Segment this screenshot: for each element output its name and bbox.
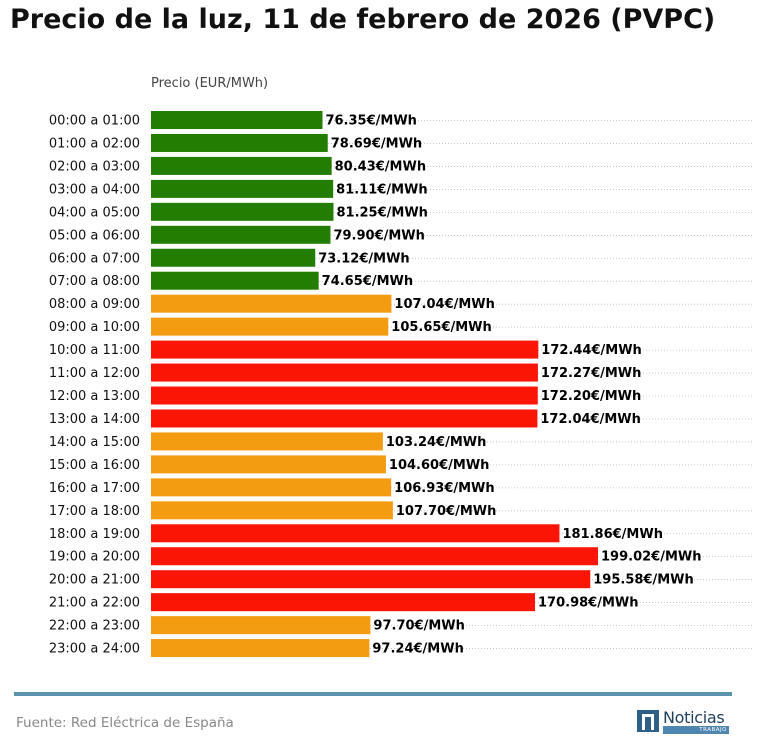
bar <box>151 156 332 175</box>
data-label: 104.60€/MWh <box>389 458 490 473</box>
bar <box>151 317 389 336</box>
bar <box>151 593 536 612</box>
category-label: 17:00 a 18:00 <box>49 504 140 519</box>
category-label: 09:00 a 10:00 <box>49 320 140 335</box>
bar <box>151 340 539 359</box>
bar <box>151 225 331 244</box>
logo-subtitle: TRABAJO <box>663 726 729 734</box>
category-label: 20:00 a 21:00 <box>49 573 140 588</box>
footer-divider <box>14 692 732 696</box>
bar <box>151 478 392 497</box>
category-label: 02:00 a 03:00 <box>49 159 140 174</box>
bar <box>151 455 386 474</box>
bar <box>151 570 591 589</box>
logo-wordmark: Noticias <box>663 708 725 727</box>
data-label: 79.90€/MWh <box>333 228 424 243</box>
category-label: 07:00 a 08:00 <box>49 274 140 289</box>
category-label: 01:00 a 02:00 <box>49 136 140 151</box>
bars <box>151 111 598 658</box>
bar <box>151 248 316 267</box>
bar <box>151 616 371 635</box>
category-label: 14:00 a 15:00 <box>49 435 140 450</box>
x-axis-label: Precio (EUR/MWh) <box>151 76 268 91</box>
bar <box>151 547 598 566</box>
bar-chart: Precio (EUR/MWh) 00:00 a 01:00 01:00 a 02… <box>49 76 753 658</box>
noticias-trabajo-logo: Noticias TRABAJO <box>636 708 732 735</box>
data-label: 172.20€/MWh <box>541 389 642 404</box>
category-label: 13:00 a 14:00 <box>49 412 140 427</box>
data-label: 172.04€/MWh <box>540 412 641 427</box>
bar <box>151 271 319 290</box>
category-label: 23:00 a 24:00 <box>49 642 140 657</box>
category-label: 11:00 a 12:00 <box>49 366 140 381</box>
category-label: 22:00 a 23:00 <box>49 619 140 634</box>
data-label: 172.27€/MWh <box>541 366 642 381</box>
category-label: 12:00 a 13:00 <box>49 389 140 404</box>
category-labels: 00:00 a 01:00 01:00 a 02:00 02:00 a 03:00 0… <box>49 114 140 657</box>
data-label: 172.44€/MWh <box>541 343 642 358</box>
data-label: 97.24€/MWh <box>372 642 463 657</box>
category-label: 21:00 a 22:00 <box>49 596 140 611</box>
data-label: 106.93€/MWh <box>394 481 495 496</box>
bar <box>151 179 334 198</box>
data-label: 105.65€/MWh <box>391 320 492 335</box>
bar <box>151 111 323 129</box>
category-label: 04:00 a 05:00 <box>49 205 140 220</box>
data-label: 81.25€/MWh <box>336 205 427 220</box>
bar <box>151 133 328 152</box>
category-label: 18:00 a 19:00 <box>49 527 140 542</box>
data-label: 107.04€/MWh <box>394 297 495 312</box>
category-label: 08:00 a 09:00 <box>49 297 140 312</box>
bar <box>151 409 538 428</box>
category-label: 00:00 a 01:00 <box>49 114 140 129</box>
data-label: 81.11€/MWh <box>336 182 427 197</box>
bar <box>151 202 334 221</box>
value-labels: 76.35€/MWh 78.69€/MWh 80.43€/MWh 81.11€/MWh… <box>318 114 701 657</box>
category-label: 15:00 a 16:00 <box>49 458 140 473</box>
category-label: 05:00 a 06:00 <box>49 228 140 243</box>
data-label: 170.98€/MWh <box>538 596 639 611</box>
bar <box>151 294 392 313</box>
data-label: 107.70€/MWh <box>396 504 497 519</box>
category-label: 10:00 a 11:00 <box>49 343 140 358</box>
data-label: 181.86€/MWh <box>562 527 663 542</box>
source-note: Fuente: Red Eléctrica de España <box>16 715 234 731</box>
data-label: 97.70€/MWh <box>373 619 464 634</box>
logo-mark-icon <box>637 710 659 732</box>
data-label: 74.65€/MWh <box>322 274 413 289</box>
gridlines <box>151 120 753 649</box>
bar <box>151 386 538 405</box>
bar <box>151 363 538 382</box>
category-label: 03:00 a 04:00 <box>49 182 140 197</box>
data-label: 73.12€/MWh <box>318 251 409 266</box>
data-label: 195.58€/MWh <box>593 573 694 588</box>
data-label: 80.43€/MWh <box>335 159 426 174</box>
data-label: 76.35€/MWh <box>325 114 416 129</box>
category-label: 19:00 a 20:00 <box>49 550 140 565</box>
category-label: 06:00 a 07:00 <box>49 251 140 266</box>
data-label: 103.24€/MWh <box>386 435 487 450</box>
bar <box>151 639 370 658</box>
category-label: 16:00 a 17:00 <box>49 481 140 496</box>
bar <box>151 524 560 543</box>
chart-title: Precio de la luz, 11 de febrero de 2026 … <box>10 4 716 35</box>
bar <box>151 501 393 520</box>
data-label: 199.02€/MWh <box>601 550 702 565</box>
data-label: 78.69€/MWh <box>331 136 422 151</box>
bar <box>151 432 383 451</box>
